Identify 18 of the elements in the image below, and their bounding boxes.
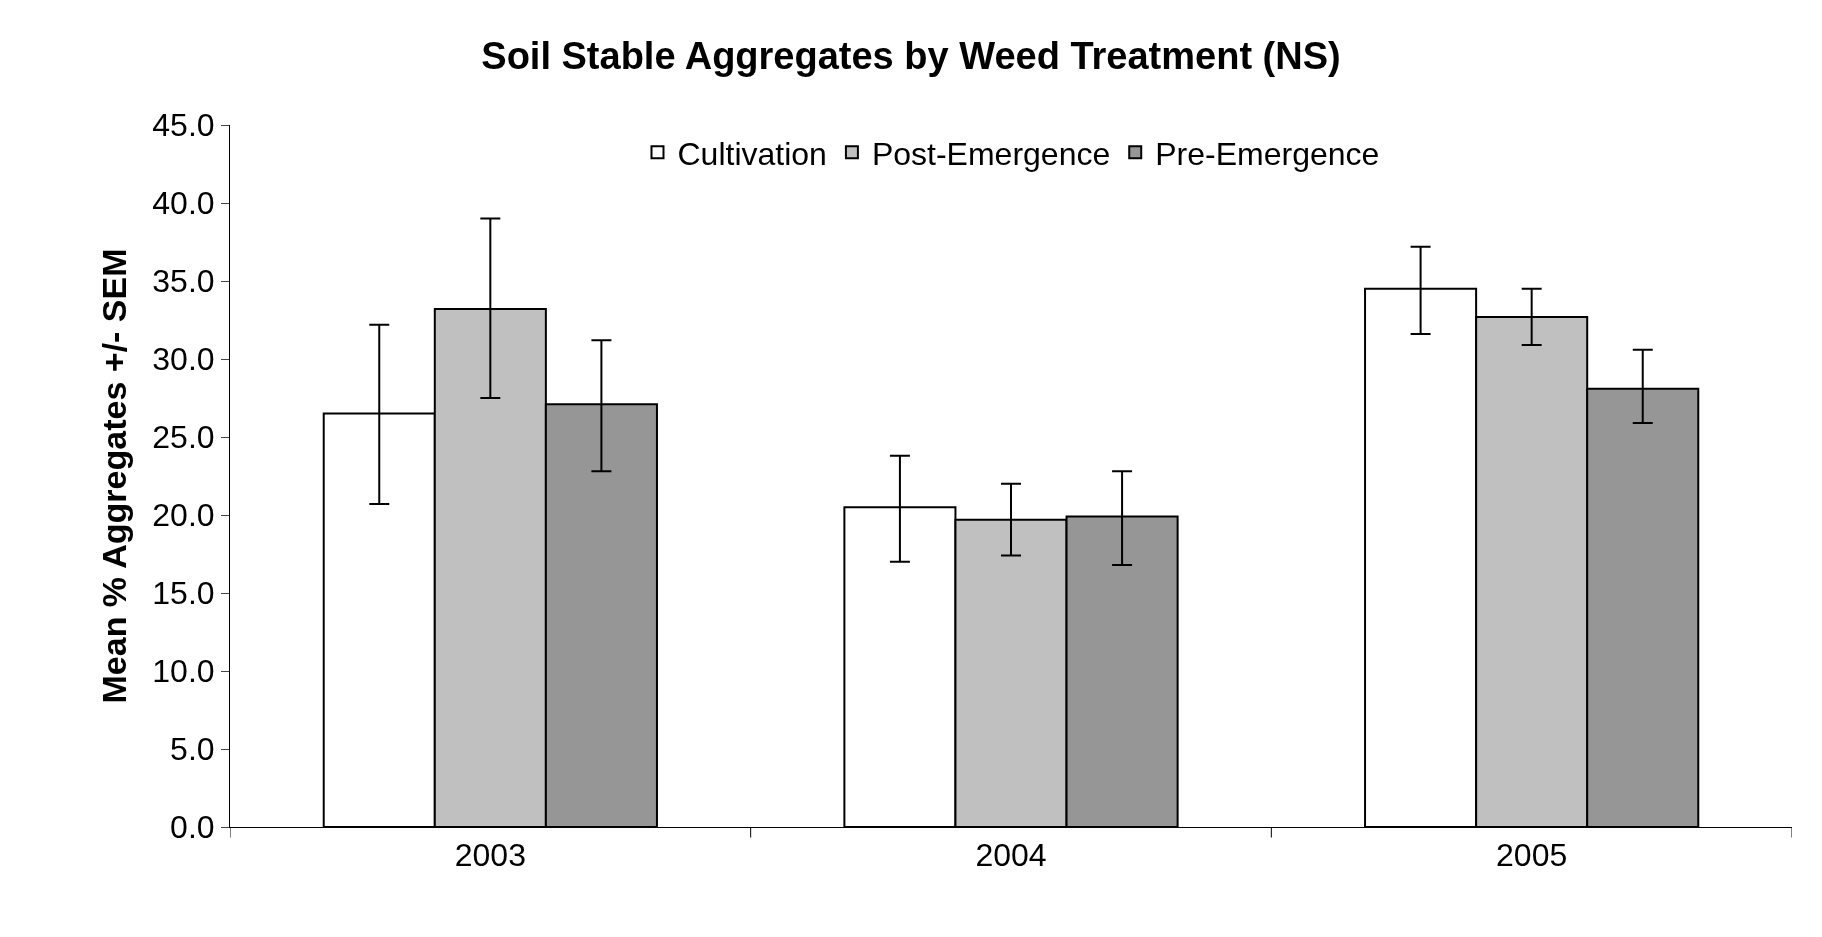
x-tick-label: 2004 <box>975 837 1047 874</box>
y-tick-label: 40.0 <box>152 185 215 222</box>
legend-label: Post-Emergence <box>871 135 1111 172</box>
y-tick-label: 20.0 <box>152 497 215 534</box>
y-tick-label: 45.0 <box>152 107 215 144</box>
y-tick-label: 15.0 <box>152 575 215 612</box>
y-tick-label: 0.0 <box>170 809 215 846</box>
y-tick-label: 30.0 <box>152 341 215 378</box>
legend-label: Pre-Emergence <box>1155 135 1380 172</box>
y-axis-title: Mean % Aggregates +/- SEM <box>94 248 133 704</box>
y-tick-label: 35.0 <box>152 263 215 300</box>
y-tick-label: 5.0 <box>170 731 215 768</box>
chart-title: Soil Stable Aggregates by Weed Treatment (NS) <box>481 34 1341 77</box>
x-tick-label: 2003 <box>454 837 526 874</box>
y-tick-label: 10.0 <box>152 653 215 690</box>
y-tick-label: 25.0 <box>152 419 215 456</box>
x-tick-label: 2005 <box>1496 837 1568 874</box>
legend-label: Cultivation <box>677 135 827 172</box>
